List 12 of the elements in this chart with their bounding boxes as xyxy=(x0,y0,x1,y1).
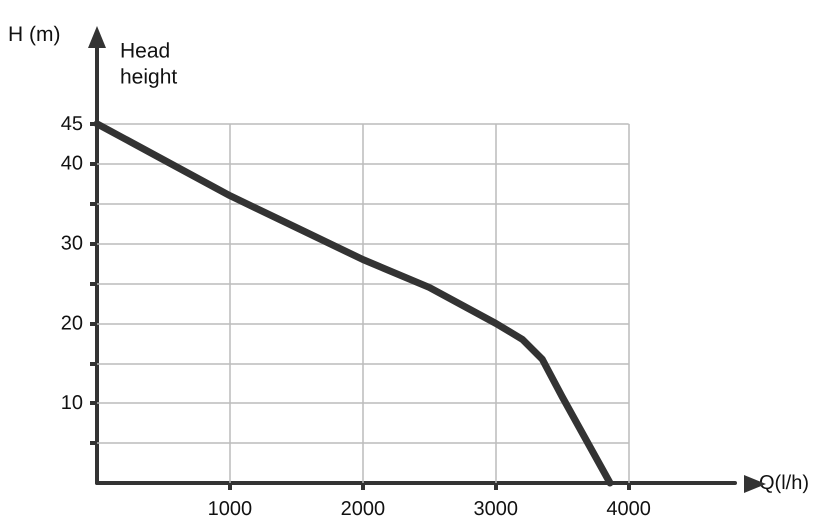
x-axis-title: Q(l/h) xyxy=(759,472,809,494)
y-axis-title: H (m) xyxy=(8,23,60,46)
x-tick-label: 4000 xyxy=(606,498,651,520)
y-tick-label: 40 xyxy=(60,152,83,175)
x-tick-label: 2000 xyxy=(340,498,386,520)
x-tick-label: 3000 xyxy=(474,498,518,520)
y-tick-label: 10 xyxy=(60,392,83,414)
y-tick-label: 20 xyxy=(60,312,83,334)
x-tick-label: 1000 xyxy=(208,498,252,520)
y-tick-label: 45 xyxy=(60,112,83,135)
annotation: Head height xyxy=(120,40,178,88)
y-tick-label: 30 xyxy=(60,232,83,255)
